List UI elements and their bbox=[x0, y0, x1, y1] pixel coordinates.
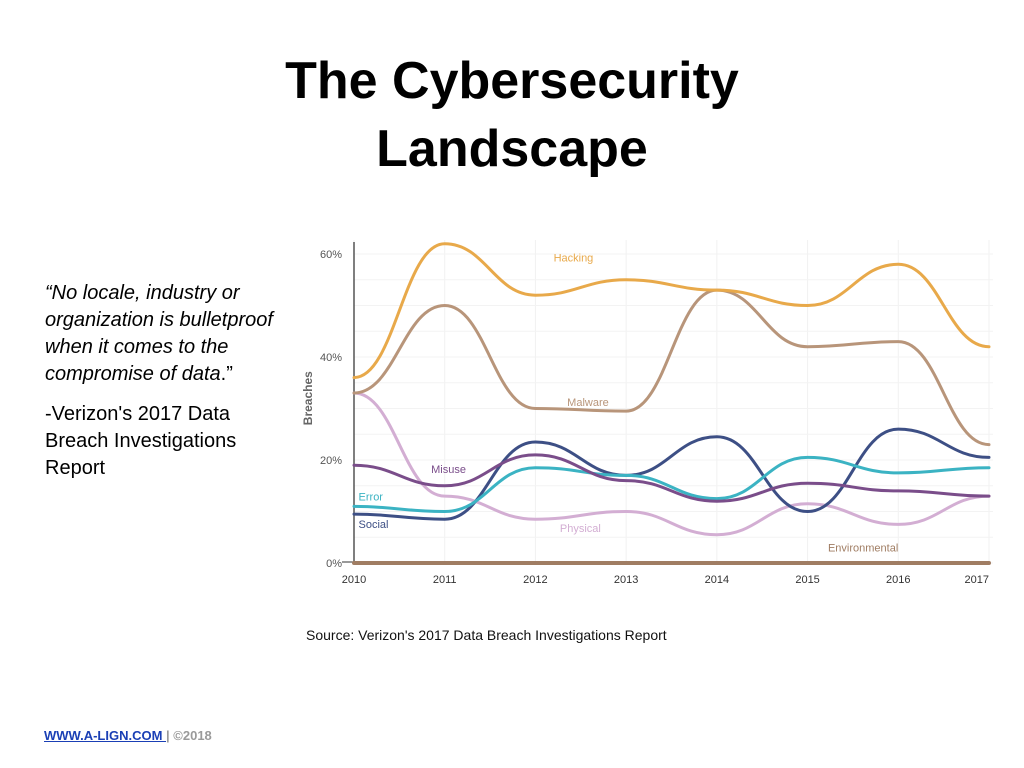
series-line-social bbox=[352, 427, 991, 521]
y-tick-label: 0% bbox=[326, 558, 342, 570]
slide-title-line-2: Landscape bbox=[376, 119, 648, 178]
series-line-physical bbox=[352, 391, 991, 537]
x-tick-label: 2017 bbox=[965, 574, 989, 586]
series-label-environmental: Environmental bbox=[828, 543, 898, 555]
breaches-chart: 0% 20% 40% 60% Breaches 2010 2011 2012 2013 2014 2… bbox=[290, 236, 1010, 592]
quote-close-mark: .” bbox=[220, 363, 233, 385]
y-axis-label: Breaches bbox=[301, 371, 315, 425]
y-tick-label: 60% bbox=[320, 249, 342, 261]
series-label-social: Social bbox=[359, 519, 389, 531]
series-line-error bbox=[352, 455, 991, 513]
y-tick-label: 40% bbox=[320, 352, 342, 364]
series-label-misuse: Misuse bbox=[431, 464, 466, 476]
x-tick-label: 2013 bbox=[614, 574, 638, 586]
footer: WWW.A-LIGN.COM | ©2018 bbox=[44, 728, 212, 743]
x-tick-label: 2011 bbox=[433, 574, 457, 586]
series-label-physical: Physical bbox=[560, 523, 601, 535]
series-line-malware bbox=[352, 288, 991, 447]
y-tick-label: 20% bbox=[320, 455, 342, 467]
quote-italic-text: No locale, industry or organization is b… bbox=[45, 282, 273, 385]
source-note: Source: Verizon's 2017 Data Breach Inves… bbox=[306, 627, 667, 643]
footer-copyright: | ©2018 bbox=[166, 728, 212, 743]
x-tick-label: 2014 bbox=[705, 574, 729, 586]
quote-text: “No locale, industry or organization is … bbox=[45, 280, 280, 388]
quote-block: “No locale, industry or organization is … bbox=[45, 280, 280, 482]
quote-open-mark: “ bbox=[45, 282, 52, 304]
series-label-hacking: Hacking bbox=[554, 253, 594, 265]
breaches-line-chart: 0% 20% 40% 60% Breaches 2010 2011 2012 2013 2014 2… bbox=[301, 240, 993, 586]
x-tick-label: 2010 bbox=[342, 574, 366, 586]
slide-title-line-1: The Cybersecurity bbox=[285, 52, 739, 110]
quote-attribution: -Verizon's 2017 Data Breach Investigatio… bbox=[45, 403, 237, 479]
website-link[interactable]: WWW.A-LIGN.COM bbox=[44, 728, 167, 743]
slide-title: The Cybersecurity Landscape bbox=[0, 48, 1024, 183]
x-tick-label: 2015 bbox=[795, 574, 819, 586]
x-tick-label: 2016 bbox=[886, 574, 910, 586]
series-label-error: Error bbox=[359, 492, 384, 504]
series-line-misuse bbox=[352, 453, 991, 503]
x-tick-label: 2012 bbox=[523, 574, 547, 586]
series-line-hacking bbox=[352, 242, 991, 380]
series-label-malware: Malware bbox=[567, 397, 609, 409]
